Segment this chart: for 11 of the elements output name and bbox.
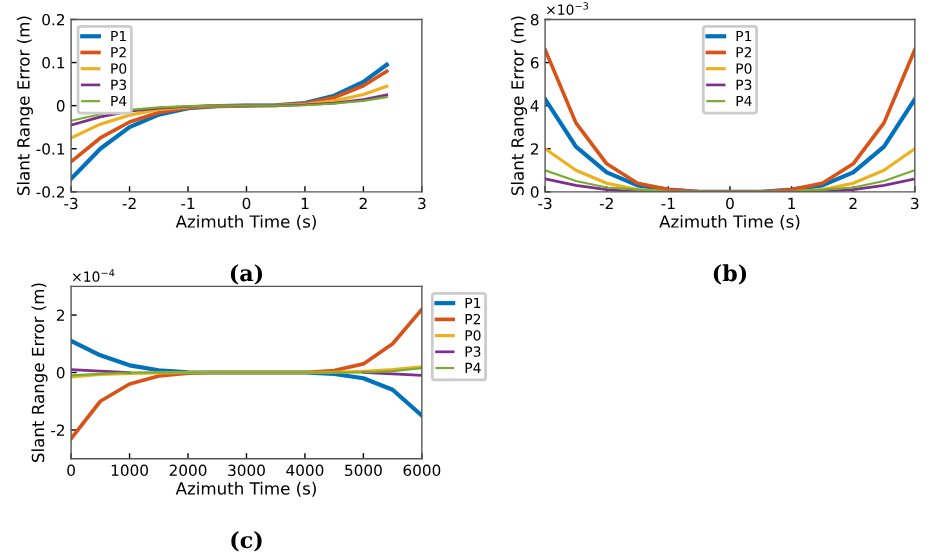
y-axis-title: Slant Range Error (m) bbox=[31, 283, 48, 462]
y-axis-title: Slant Range Error (m) bbox=[16, 16, 33, 196]
line-series bbox=[71, 338, 422, 418]
text: (a) bbox=[230, 264, 263, 285]
x-axis-title: Azimuth Time (s) bbox=[175, 481, 316, 497]
x-axis-title: Azimuth Time (s) bbox=[659, 214, 800, 230]
x-axis-title: Azimuth Time (s) bbox=[175, 214, 316, 230]
y-axis-title: Slant Range Error (m) bbox=[510, 16, 528, 196]
line-series bbox=[71, 62, 389, 181]
text: (c) bbox=[231, 531, 262, 552]
text: (b) bbox=[713, 264, 747, 285]
